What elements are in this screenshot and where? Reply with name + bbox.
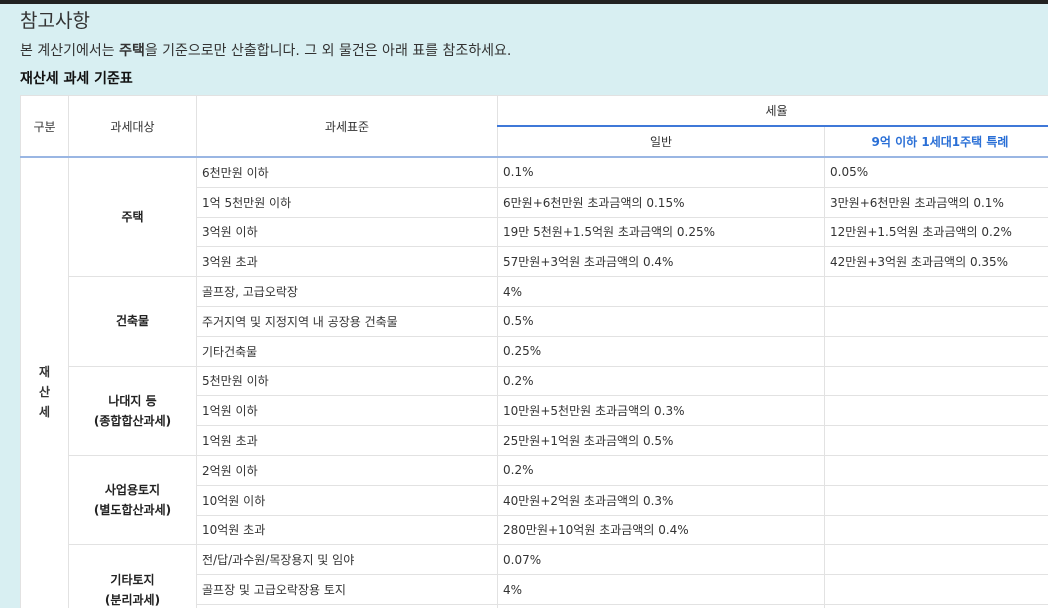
special-cell [824, 484, 1048, 516]
special-cell [824, 276, 1048, 307]
special-cell [824, 544, 1048, 576]
standard-cell: 1억 5천만원 이하 [196, 186, 498, 218]
table-row: 기타토지 (분리과세) 전/답/과수원/목장용지 및 임야 0.07% [21, 544, 1048, 608]
standard-cell [196, 603, 498, 608]
table-row: 3억원 초과 57만원+3억원 초과금액의 0.4% 42만원+3억원 초과금액의 … [21, 246, 1048, 278]
special-cell [824, 603, 1048, 608]
table-row: 사업용토지 (별도합산과세) 2억원 이하 0.2% [21, 454, 1048, 546]
special-cell [824, 305, 1048, 337]
standard-cell: 1억원 초과 [196, 425, 498, 456]
special-cell [824, 365, 1048, 397]
general-cell: 19만 5천원+1.5억원 초과금액의 0.25% [497, 216, 825, 248]
general-cell: 0.2% [497, 454, 825, 486]
table-row: 재 산 세 주택 6천만원 이하 0.1% 0.05% [20, 156, 1048, 608]
standard-cell: 10억원 초과 [196, 514, 498, 546]
standard-cell: 5천만원 이하 [196, 365, 498, 397]
table-row: 1억원 초과 25만원+1억원 초과금액의 0.5% [21, 425, 1048, 456]
special-cell: 0.05% [824, 156, 1048, 188]
special-cell [824, 395, 1048, 427]
page-title: 참고사항 [20, 10, 90, 32]
category-name: 기타토지 [110, 572, 155, 587]
description: 본 계산기에서는 주택을 기준으로만 산출합니다. 그 외 물건은 아래 표를 … [20, 40, 511, 60]
general-cell: 6만원+6천만원 초과금액의 0.15% [497, 186, 825, 218]
description-text-2: 을 기준으로만 산출합니다. 그 외 물건은 아래 표를 참조하세요. [144, 43, 512, 59]
header-gubun: 구분 [20, 95, 69, 158]
special-cell [824, 335, 1048, 367]
tax-name-char: 재 [38, 365, 51, 379]
table-container: 구분 과세대상 과세표준 세율 일반 9억 이하 1세대1주택 특례 재 산 세 주택… [20, 95, 1048, 608]
category-sub: (분리과세) [104, 592, 161, 607]
category-name: 사업용토지 [104, 483, 161, 498]
tax-table: 구분 과세대상 과세표준 세율 일반 9억 이하 1세대1주택 특례 재 산 세 주택… [20, 95, 1048, 608]
special-cell [824, 454, 1048, 486]
standard-cell: 골프장, 고급오락장 [196, 276, 498, 307]
general-cell: 4% [497, 574, 825, 605]
standard-cell: 3억원 초과 [196, 246, 498, 278]
general-cell: 10만원+5천만원 초과금액의 0.3% [497, 395, 825, 427]
header-target: 과세대상 [68, 95, 197, 158]
description-text-1: 본 계산기에서는 [20, 43, 120, 59]
special-cell [824, 514, 1048, 546]
category-name: 주택 [121, 210, 144, 225]
standard-cell: 6천만원 이하 [196, 156, 498, 188]
general-cell: 0.2% [497, 365, 825, 397]
special-cell: 3만원+6천만원 초과금액의 0.1% [824, 186, 1048, 218]
table-row: 나대지 등 (종합합산과세) 5천만원 이하 0.2% [21, 365, 1048, 456]
standard-cell: 주거지역 및 지정지역 내 공장용 건축물 [196, 305, 498, 337]
table-body: 재 산 세 주택 6천만원 이하 0.1% 0.05% 1억 5천만원 이하 6만원+6천만원 … [20, 156, 1048, 608]
description-bold: 주택 [119, 43, 145, 59]
category-cell: 기타토지 (분리과세) [68, 544, 197, 608]
category-cell: 나대지 등 (종합합산과세) [68, 365, 197, 456]
category-sub: (종합합산과세) [93, 413, 172, 428]
table-row: 건축물 골프장, 고급오락장 4% [21, 276, 1048, 367]
special-cell [824, 425, 1048, 456]
standard-cell: 1억원 이하 [196, 395, 498, 427]
table-row: 10억원 이하 40만원+2억원 초과금액의 0.3% [21, 484, 1048, 516]
special-cell [824, 574, 1048, 605]
general-cell: 0.07% [497, 544, 825, 576]
category-sub: (별도합산과세) [93, 503, 172, 518]
category-cell: 건축물 [68, 276, 197, 367]
special-cell: 42만원+3억원 초과금액의 0.35% [824, 246, 1048, 278]
header-special: 9억 이하 1세대1주택 특례 [824, 125, 1048, 158]
general-cell: 4% [497, 276, 825, 307]
general-cell: 0.1% [497, 156, 825, 188]
tax-name-char: 세 [38, 405, 51, 419]
category-cell: 사업용토지 (별도합산과세) [68, 454, 197, 546]
category-cell: 주택 [68, 156, 197, 278]
table-row: 기타건축물 0.25% [21, 335, 1048, 367]
general-cell: 57만원+3억원 초과금액의 0.4% [497, 246, 825, 278]
table-title: 재산세 과세 기준표 [20, 71, 133, 87]
standard-cell: 골프장 및 고급오락장용 토지 [196, 574, 498, 605]
standard-cell: 기타건축물 [196, 335, 498, 367]
table-row: 10억원 초과 280만원+10억원 초과금액의 0.4% [21, 514, 1048, 546]
general-cell: 0.5% [497, 305, 825, 337]
general-cell: 0.25% [497, 335, 825, 367]
general-cell [497, 603, 825, 608]
general-cell: 40만원+2억원 초과금액의 0.3% [497, 484, 825, 516]
header-rate: 세율 [497, 95, 1048, 127]
tax-name-char: 산 [38, 385, 51, 399]
general-cell: 280만원+10억원 초과금액의 0.4% [497, 514, 825, 546]
table-row [21, 603, 1048, 608]
header-standard: 과세표준 [196, 95, 498, 158]
standard-cell: 10억원 이하 [196, 484, 498, 516]
special-cell: 12만원+1.5억원 초과금액의 0.2% [824, 216, 1048, 248]
standard-cell: 전/답/과수원/목장용지 및 임야 [196, 544, 498, 576]
category-name: 나대지 등 [108, 393, 157, 408]
table-row: 주거지역 및 지정지역 내 공장용 건축물 0.5% [21, 305, 1048, 337]
standard-cell: 3억원 이하 [196, 216, 498, 248]
header-general: 일반 [497, 125, 825, 158]
category-name: 건축물 [115, 314, 150, 329]
top-border [0, 0, 1048, 4]
general-cell: 25만원+1억원 초과금액의 0.5% [497, 425, 825, 456]
standard-cell: 2억원 이하 [196, 454, 498, 486]
